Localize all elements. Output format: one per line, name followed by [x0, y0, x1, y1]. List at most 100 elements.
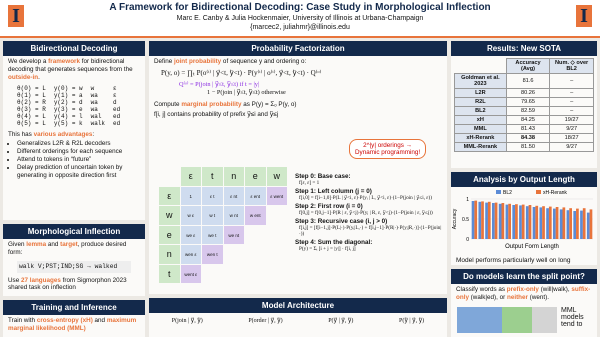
- bar: [474, 200, 478, 239]
- callout: 2^|y| orderings → Dynamic programming!: [349, 139, 427, 159]
- row-header: MML-Rerank: [454, 142, 507, 152]
- cell: 9/27: [549, 142, 594, 152]
- grid-header: n: [159, 245, 180, 264]
- highlight: various advantages: [33, 130, 93, 138]
- row: θ(2) = R y(2) = d wa d: [13, 99, 124, 106]
- heads: P(join | y⃗, y⃖) P(order | y⃗, y⃖) P(y⃗ | …: [149, 317, 447, 324]
- y-tick-label: 1: [466, 197, 469, 203]
- highlight: 27 languages: [20, 276, 61, 284]
- bar: [573, 211, 577, 239]
- section-title: Bidirectional Decoding: [3, 41, 145, 56]
- paragraph: Define joint probability of sequence y a…: [154, 58, 442, 66]
- steps: Step 0: Base case: f[ε, ε] = 1 Step 1: Lef…: [295, 171, 445, 252]
- cell: θ(5) = L: [17, 119, 46, 127]
- bullet: Generalizes L2R & R2L decoders: [17, 140, 145, 148]
- x-axis-label: Output Form Length: [505, 244, 559, 250]
- equation: P(y, o) = ∏ₜ P(o⁽ᵗ⁾ | y⃗<t, y⃖<t) · P(y⁽…: [161, 68, 322, 77]
- column-header: Accuracy (Avg): [505, 58, 551, 74]
- cell: ε: [113, 84, 117, 92]
- row: R2L 79.65–: [454, 97, 594, 107]
- bar: [532, 207, 536, 239]
- text: This has: [8, 130, 34, 138]
- y-tick-label: 0: [466, 237, 469, 243]
- step-equation: f[ε, ε] = 1: [299, 180, 320, 186]
- row-header: L2R: [454, 88, 507, 98]
- grid-header: t: [159, 264, 180, 283]
- authors: Marc E. Canby & Julia Hockenmaier, Unive…: [176, 15, 424, 22]
- corner: [455, 59, 507, 74]
- grid-cell: 1: [180, 186, 201, 205]
- step-title: Step 4: Sum the diagonal:: [295, 239, 373, 246]
- grid-cell: ε nt: [223, 186, 244, 205]
- cell: y(5) = k: [53, 119, 83, 127]
- highlight: lemma: [26, 241, 47, 248]
- bar: [478, 201, 482, 239]
- grid-cell: w t: [202, 206, 223, 225]
- bar: [589, 209, 593, 239]
- grid-header: ε: [180, 167, 201, 186]
- cell: 81.43: [505, 124, 551, 134]
- row: MML-Rerank 81.50 9/27: [454, 142, 594, 152]
- bar: [525, 206, 529, 239]
- cell: 79.65: [505, 97, 551, 107]
- bullet-list: Generalizes L2R & R2L decodersDifferent …: [17, 140, 145, 179]
- text: as P(y) = Σₒ P(y, o): [241, 101, 297, 109]
- cell: 80.26: [505, 88, 551, 98]
- highlight: cross-entropy (xH): [36, 317, 93, 324]
- grid-header: e: [245, 167, 266, 186]
- bar: [535, 205, 539, 239]
- bar: [471, 201, 475, 239]
- cell: ed: [113, 105, 121, 113]
- cell: y(2) = d: [53, 98, 83, 106]
- text: f[i, j] contains probability of prefix y…: [154, 111, 279, 119]
- head-label: P(order | y⃗, y⃖): [248, 318, 283, 324]
- bar: [492, 203, 495, 239]
- bar: [553, 208, 556, 239]
- equation: Q⁽ᵒ⁾ = P(join | y⃗≤t, y⃖≤t) if t = |y|: [179, 80, 260, 88]
- section: Morphological Inflection Given lemma and …: [3, 224, 145, 296]
- logo: I: [576, 5, 592, 27]
- grid-cell: ε ent: [245, 186, 266, 205]
- row: θ(4) = L y(4) = l wal ed: [13, 113, 124, 120]
- text: (went).: [527, 293, 549, 301]
- bar: [562, 207, 566, 239]
- cell: –: [549, 73, 594, 89]
- row: xH 84.25 19/27: [454, 115, 594, 125]
- section-title: Model Architecture: [149, 298, 447, 313]
- grid-header: t: [202, 167, 223, 186]
- cell: 81.6: [505, 73, 551, 89]
- note: MML models tend to: [561, 307, 584, 328]
- step-title: Step 1: Left column (j = 0): [295, 188, 372, 195]
- cell: y(0) = w: [53, 84, 83, 92]
- paragraph: Given lemma and target, produce desired …: [8, 241, 140, 257]
- paragraph: Use 27 languages from Sigmorphon 2023 sh…: [8, 277, 140, 293]
- section: Results: New SOTA Accuracy (Avg) Num. ◇ ov…: [451, 41, 597, 168]
- bar: [515, 204, 518, 239]
- bullet: Different orderings for each sequence: [17, 148, 145, 156]
- cell: –: [549, 97, 594, 107]
- row-header: BL2: [454, 106, 507, 116]
- text: (walk|ed), or: [468, 293, 507, 301]
- row: θ(5) = L y(5) = k walk ed: [13, 120, 124, 127]
- cell: y(3) = e: [53, 105, 83, 113]
- step-equation: f[0,j] = f[0,j−1]·P(R | ε, y⃖<j)·P(yⱼ | …: [299, 210, 433, 216]
- emails: {marcec2, juliahmr}@illinois.edu: [250, 24, 350, 31]
- cell: wa: [90, 91, 98, 99]
- grid-header: w: [159, 206, 180, 225]
- cell: walk: [90, 119, 106, 127]
- text: and: [92, 317, 107, 324]
- cell: 81.50: [505, 142, 551, 152]
- row-header: R2L: [454, 97, 507, 107]
- paragraph: Compute marginal probability as P(y) = Σ…: [154, 101, 442, 109]
- head-label: P(join | y⃗, y⃖): [171, 318, 203, 324]
- cell: y(4) = l: [53, 112, 83, 120]
- row: xH-Rerank 84.38 18/27: [454, 133, 594, 143]
- section-title: Morphological Inflection: [3, 224, 145, 239]
- grid-cell: wen ε: [180, 245, 201, 264]
- bar: [498, 203, 502, 239]
- text: , produce desired form:: [8, 241, 127, 256]
- section: Do models learn the split point? Classify…: [451, 269, 597, 337]
- grid-header: ε: [159, 186, 180, 205]
